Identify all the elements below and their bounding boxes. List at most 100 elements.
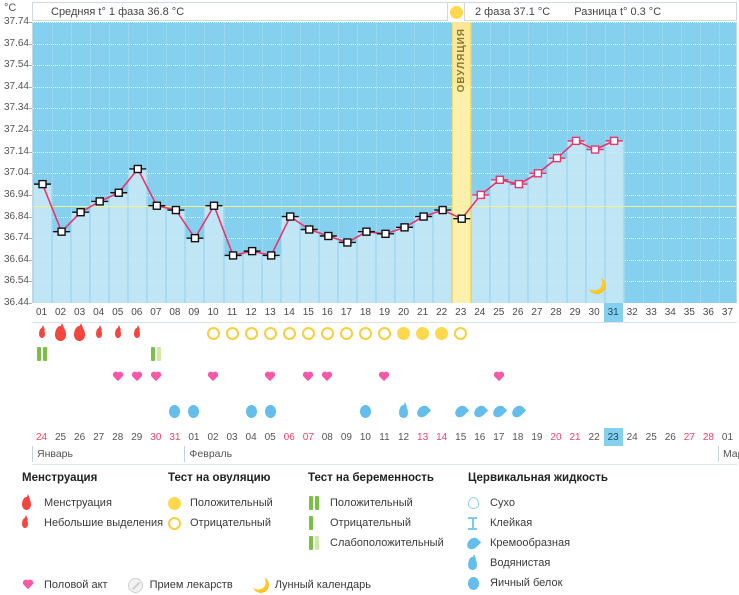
calendar-date-cell[interactable]: 14: [436, 431, 448, 443]
cycle-day-cell[interactable]: 25: [493, 307, 505, 318]
day-column-bar[interactable]: [33, 184, 53, 303]
cycle-day-cell[interactable]: 03: [74, 307, 86, 318]
temperature-point[interactable]: [286, 212, 295, 221]
day-column-bar[interactable]: [433, 210, 453, 303]
menstruation-marker[interactable]: [70, 322, 89, 344]
menstruation-row[interactable]: [32, 322, 737, 344]
ovulation-test-marker[interactable]: [280, 322, 299, 344]
day-column-bar[interactable]: [166, 210, 186, 303]
cycle-day-cell[interactable]: 21: [417, 307, 429, 318]
calendar-date-cell[interactable]: 28: [702, 431, 714, 443]
temperature-point[interactable]: [305, 225, 314, 234]
cervical-fluid-marker[interactable]: [413, 400, 432, 422]
ovulation-test-marker[interactable]: [337, 322, 356, 344]
intercourse-marker[interactable]: [261, 366, 280, 388]
pregnancy-test-marker[interactable]: [32, 344, 51, 366]
ovulation-test-row[interactable]: [32, 322, 737, 344]
day-column-bar[interactable]: [185, 238, 205, 303]
menstruation-marker[interactable]: [127, 322, 146, 344]
cycle-day-cell[interactable]: 09: [188, 307, 200, 318]
cycle-day-cell[interactable]: 20: [397, 307, 410, 318]
day-column-bar[interactable]: [585, 149, 605, 303]
cycle-day-cell[interactable]: 19: [378, 307, 391, 318]
ovulation-test-marker[interactable]: [375, 322, 394, 344]
cycle-day-cell[interactable]: 32: [626, 307, 638, 318]
menstruation-marker[interactable]: [32, 322, 51, 344]
calendar-date-cell[interactable]: 11: [379, 431, 390, 443]
calendar-date-cell[interactable]: 21: [569, 431, 581, 443]
temperature-point[interactable]: [381, 229, 390, 239]
day-column-bar[interactable]: [395, 227, 415, 303]
cycle-day-cell[interactable]: 05: [112, 307, 124, 318]
ovulation-test-marker[interactable]: [318, 322, 337, 344]
day-column-bar[interactable]: [375, 233, 396, 303]
intercourse-marker[interactable]: [203, 366, 222, 388]
cervical-fluid-marker[interactable]: [184, 400, 203, 422]
day-column-bar[interactable]: [318, 236, 338, 303]
cycle-day-cell[interactable]: 23: [455, 307, 467, 318]
calendar-date-cell[interactable]: 01: [721, 431, 734, 443]
cycle-day-cell[interactable]: 28: [550, 307, 562, 318]
calendar-date-cell[interactable]: 09: [340, 431, 352, 443]
calendar-date-cell[interactable]: 17: [493, 431, 505, 443]
temperature-point[interactable]: [171, 205, 181, 215]
day-column-bar[interactable]: [490, 179, 510, 303]
ovulation-band[interactable]: [452, 22, 472, 303]
cycle-day-cell[interactable]: 14: [283, 307, 295, 318]
cycle-day-cell[interactable]: 04: [93, 307, 105, 318]
temperature-point[interactable]: [38, 179, 47, 189]
cycle-day-cell[interactable]: 37: [721, 307, 734, 318]
cycle-day-cell[interactable]: 18: [359, 307, 371, 318]
day-column-bar[interactable]: [223, 255, 243, 303]
cycle-day-cell[interactable]: 01: [35, 307, 48, 318]
temperature-point[interactable]: [552, 153, 562, 163]
cervical-fluid-row[interactable]: [32, 400, 737, 422]
calendar-date-cell[interactable]: 20: [550, 431, 562, 443]
day-column-bar[interactable]: [604, 140, 624, 303]
day-column-bar[interactable]: [299, 229, 319, 303]
calendar-date-cell[interactable]: 18: [512, 431, 524, 443]
cycle-day-cell[interactable]: 24: [474, 307, 486, 318]
cycle-day-cell[interactable]: 35: [683, 307, 695, 318]
cervical-fluid-marker[interactable]: [165, 400, 184, 422]
cycle-day-cell[interactable]: 22: [436, 307, 448, 318]
day-column-bar[interactable]: [147, 205, 167, 303]
day-column-bar[interactable]: [547, 158, 567, 303]
intercourse-marker[interactable]: [146, 366, 165, 388]
temperature-point[interactable]: [590, 145, 600, 154]
menstruation-marker[interactable]: [108, 322, 127, 344]
temperature-point[interactable]: [152, 201, 162, 210]
calendar-date-cell[interactable]: 12: [397, 431, 410, 443]
ovulation-test-marker[interactable]: [394, 322, 413, 344]
cycle-day-cell[interactable]: 26: [512, 307, 524, 318]
cycle-day-cell[interactable]: 33: [645, 307, 657, 318]
day-column-bar[interactable]: [204, 205, 224, 303]
cervical-fluid-marker[interactable]: [261, 400, 280, 422]
calendar-date-cell[interactable]: 25: [645, 431, 657, 443]
temperature-point[interactable]: [266, 251, 276, 260]
temperature-point[interactable]: [76, 208, 85, 217]
cycle-day-cell[interactable]: 12: [245, 307, 257, 318]
day-column-bar[interactable]: [109, 192, 129, 303]
temperature-point[interactable]: [514, 179, 524, 189]
pregnancy-test-marker[interactable]: [146, 344, 165, 366]
calendar-date-cell[interactable]: 02: [207, 431, 219, 443]
menstruation-marker[interactable]: [89, 322, 108, 344]
day-column-bar[interactable]: [414, 216, 434, 303]
cycle-day-cell[interactable]: 08: [169, 307, 181, 318]
temperature-point[interactable]: [362, 227, 371, 236]
temperature-point[interactable]: [209, 201, 219, 210]
cycle-day-cell[interactable]: 29: [569, 307, 581, 318]
temperature-point[interactable]: [114, 188, 123, 197]
calendar-date-cell[interactable]: 10: [359, 431, 371, 443]
day-column-bar[interactable]: [261, 255, 281, 303]
intercourse-row[interactable]: [32, 366, 737, 388]
pregnancy-test-row[interactable]: [32, 344, 737, 366]
calendar-date-cell[interactable]: 08: [321, 431, 333, 443]
calendar-date-cell[interactable]: 27: [93, 431, 105, 443]
day-column-bar[interactable]: [52, 231, 72, 303]
cycle-day-cell[interactable]: 15: [302, 307, 314, 318]
calendar-date-cell[interactable]: 04: [245, 431, 257, 443]
calendar-date-cell[interactable]: 27: [683, 431, 695, 443]
temperature-plot-area[interactable]: ОВУЛЯЦИЯ 🌙: [32, 22, 737, 303]
